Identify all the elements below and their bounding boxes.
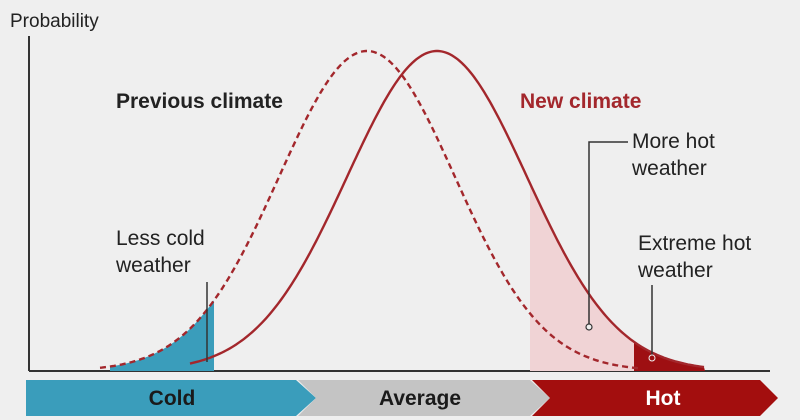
more-hot-weather-area [530,183,634,371]
average-segment [298,380,550,416]
cold-segment [26,380,316,416]
average-label: Average [379,387,461,410]
hot-label: Hot [646,387,681,410]
less-cold-label-line2: weather [115,254,191,277]
more-hot-leader-dot [585,323,593,331]
less-cold-weather-area [110,300,214,371]
previous-climate-curve [99,49,641,370]
extreme-hot-leader-dot [648,354,656,362]
previous-climate-label: Previous climate [116,90,283,113]
more-hot-leader-line [588,141,628,325]
extreme-hot-label-line1: Extreme hot [638,232,751,255]
hot-segment [532,380,778,416]
new-climate-curve [189,49,705,369]
less-cold-label-line1: Less cold [116,227,205,250]
more-hot-label-line2: weather [631,157,707,180]
extreme-hot-label-line2: weather [637,259,713,282]
extreme-hot-weather-area [634,341,705,371]
y-axis-label: Probability [10,11,99,32]
more-hot-label-line1: More hot [632,130,715,153]
new-climate-label: New climate [520,90,641,113]
cold-label: Cold [149,387,196,410]
